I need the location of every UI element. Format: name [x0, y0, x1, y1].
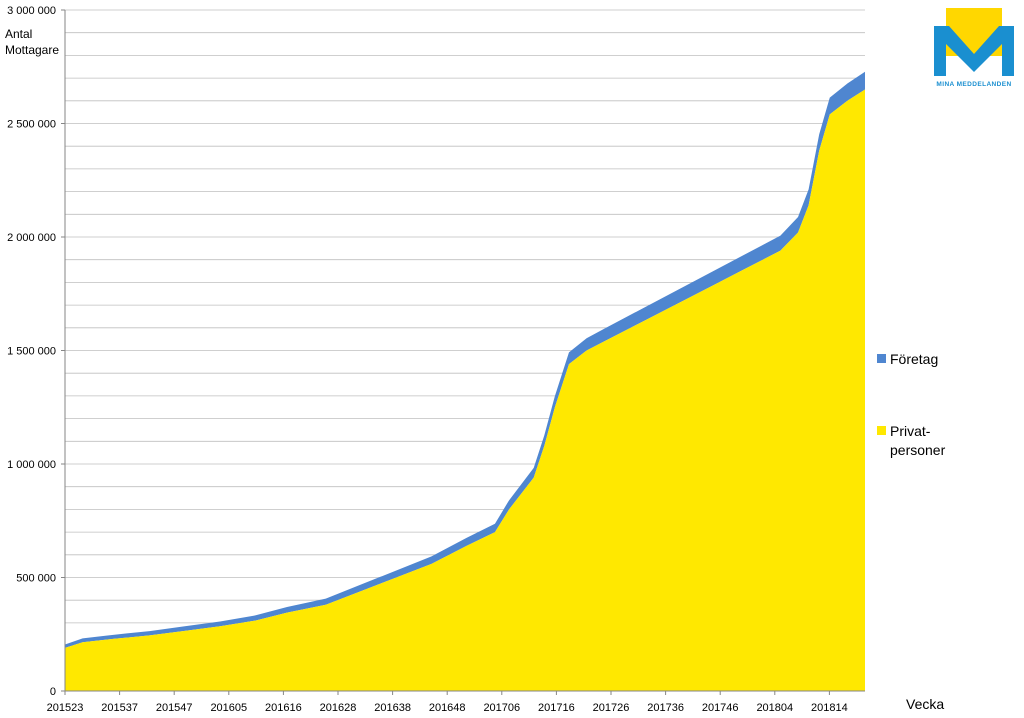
y-tick-label: 2 000 000	[7, 232, 56, 244]
y-axis-label-line: Mottagare	[5, 43, 59, 57]
series-privatpersoner-area	[65, 89, 865, 691]
x-tick-label: 201648	[429, 702, 466, 714]
x-axis-label: Vecka	[906, 696, 944, 712]
y-tick-label: 500 000	[16, 573, 56, 585]
x-tick-label: 201726	[593, 702, 630, 714]
legend-label-line: Företag	[890, 351, 938, 367]
x-tick-label: 201746	[702, 702, 739, 714]
legend-swatch-foretag	[877, 354, 886, 363]
y-axis-label-line: Antal	[5, 27, 32, 41]
y-tick-label: 0	[50, 686, 56, 698]
x-tick-label: 201814	[811, 702, 848, 714]
x-tick-label: 201537	[101, 702, 138, 714]
x-tick-label: 201523	[47, 702, 84, 714]
legend-label-privat: Privat-personer	[890, 423, 946, 458]
y-tick-label: 1 000 000	[7, 459, 56, 471]
y-tick-label: 1 500 000	[7, 346, 56, 358]
legend-label-line: personer	[890, 442, 946, 458]
x-tick-label: 201736	[647, 702, 684, 714]
axes	[61, 9, 865, 695]
logo-m-letter	[934, 26, 1014, 76]
x-tick-label: 201638	[374, 702, 411, 714]
x-tick-label: 201616	[265, 702, 302, 714]
logo-text: MINA MEDDELANDEN	[936, 81, 1011, 88]
x-tick-labels: 201523 201537 201547 201605 201616 201628 2016…	[47, 702, 848, 714]
y-tick-label: 3 000 000	[7, 5, 56, 17]
x-tick-label: 201706	[483, 702, 520, 714]
x-tick-label: 201716	[538, 702, 575, 714]
legend-swatch-privat	[877, 426, 886, 435]
y-tick-labels: 0 500 000 1 000 000 1 500 000 2 000 000 2 500…	[7, 5, 56, 698]
x-tick-label: 201547	[156, 702, 193, 714]
y-tick-label: 2 500 000	[7, 119, 56, 131]
mina-meddelanden-logo: MINA MEDDELANDEN	[934, 8, 1014, 88]
y-axis-label: Antal Mottagare	[5, 27, 59, 57]
legend-label-foretag: Företag	[890, 351, 938, 367]
legend: Företag Privat-personer	[877, 351, 946, 458]
x-tick-label: 201804	[756, 702, 793, 714]
x-tick-label: 201605	[210, 702, 247, 714]
chart-areas	[65, 71, 865, 691]
x-tick-label: 201628	[320, 702, 357, 714]
legend-label-line: Privat-	[890, 423, 931, 439]
